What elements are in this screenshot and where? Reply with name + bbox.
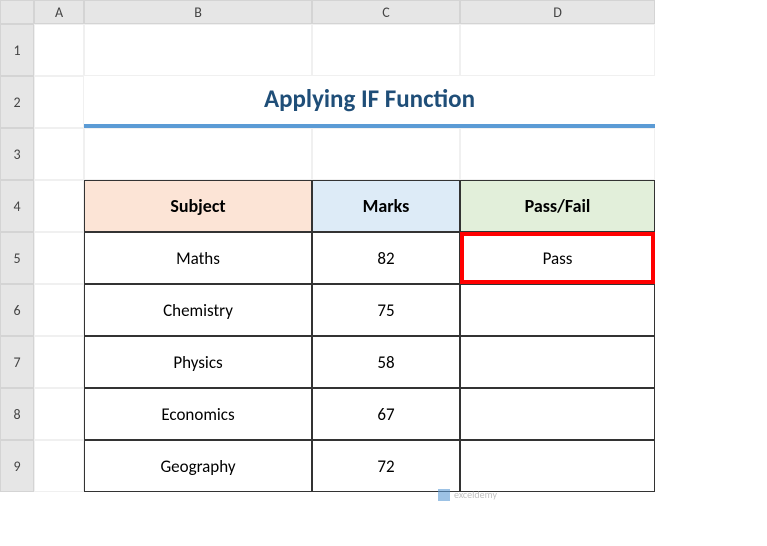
header-passfail[interactable]: Pass/Fail: [460, 180, 655, 232]
cell-b8-subject[interactable]: Economics: [84, 388, 312, 440]
header-marks[interactable]: Marks: [312, 180, 460, 232]
cell-a6[interactable]: [34, 284, 84, 336]
cell-d3[interactable]: [460, 128, 655, 180]
watermark: exceldemy: [438, 488, 497, 501]
cell-c6-marks[interactable]: 75: [312, 284, 460, 336]
col-header-c[interactable]: C: [312, 0, 460, 24]
excel-icon: [438, 489, 450, 501]
cell-a3[interactable]: [34, 128, 84, 180]
col-header-d[interactable]: D: [460, 0, 655, 24]
cell-a8[interactable]: [34, 388, 84, 440]
row-header-2[interactable]: 2: [0, 76, 34, 128]
row-header-5[interactable]: 5: [0, 232, 34, 284]
cell-b3[interactable]: [84, 128, 312, 180]
cell-b9-subject[interactable]: Geography: [84, 440, 312, 492]
cell-b1[interactable]: [84, 24, 312, 76]
row-header-9[interactable]: 9: [0, 440, 34, 492]
cell-a5[interactable]: [34, 232, 84, 284]
cell-b7-subject[interactable]: Physics: [84, 336, 312, 388]
cell-b6-subject[interactable]: Chemistry: [84, 284, 312, 336]
title-cell[interactable]: Applying IF Function: [84, 76, 655, 128]
cell-d6-result[interactable]: [460, 284, 655, 336]
header-subject[interactable]: Subject: [84, 180, 312, 232]
corner-cell: [0, 0, 34, 24]
cell-c3[interactable]: [312, 128, 460, 180]
col-header-b[interactable]: B: [84, 0, 312, 24]
cell-d7-result[interactable]: [460, 336, 655, 388]
row-header-4[interactable]: 4: [0, 180, 34, 232]
cell-a4[interactable]: [34, 180, 84, 232]
col-header-a[interactable]: A: [34, 0, 84, 24]
cell-d9-result[interactable]: [460, 440, 655, 492]
cell-a9[interactable]: [34, 440, 84, 492]
row-header-3[interactable]: 3: [0, 128, 34, 180]
watermark-text: exceldemy: [454, 488, 497, 501]
row-header-8[interactable]: 8: [0, 388, 34, 440]
row-header-1[interactable]: 1: [0, 24, 34, 76]
cell-d1[interactable]: [460, 24, 655, 76]
row-header-7[interactable]: 7: [0, 336, 34, 388]
cell-a7[interactable]: [34, 336, 84, 388]
cell-a2[interactable]: [34, 76, 84, 128]
cell-a1[interactable]: [34, 24, 84, 76]
cell-c8-marks[interactable]: 67: [312, 388, 460, 440]
cell-b5-subject[interactable]: Maths: [84, 232, 312, 284]
cell-c7-marks[interactable]: 58: [312, 336, 460, 388]
cell-c9-marks[interactable]: 72: [312, 440, 460, 492]
cell-d5-result[interactable]: Pass: [460, 232, 655, 284]
cell-c1[interactable]: [312, 24, 460, 76]
cell-c5-marks[interactable]: 82: [312, 232, 460, 284]
row-header-6[interactable]: 6: [0, 284, 34, 336]
cell-d8-result[interactable]: [460, 388, 655, 440]
